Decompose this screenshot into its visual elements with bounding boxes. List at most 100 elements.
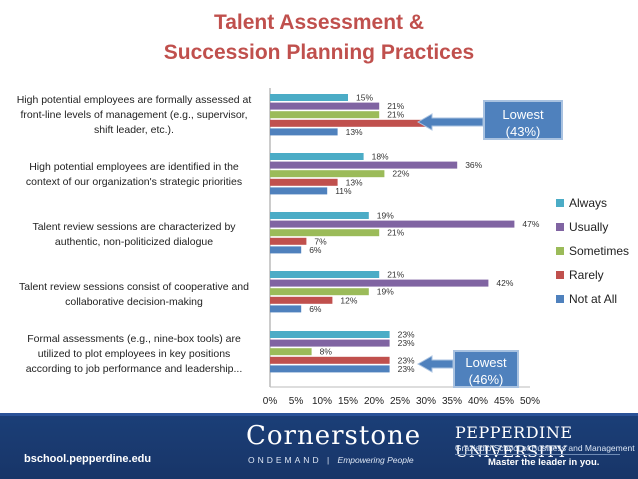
pepperdine-tagline: Master the leader in you. [488,457,600,468]
legend-swatch-rarely [556,271,564,279]
bar [270,187,328,195]
bar [270,279,489,287]
legend-item-sometimes: Sometimes [556,239,629,263]
category-label: Formal assessments (e.g., nine-box tools… [4,332,264,377]
legend-item-not-at-all: Not at All [556,287,629,311]
bar [270,356,390,364]
legend-label-sometimes: Sometimes [569,244,630,258]
bar [270,153,364,160]
bar-value-label: 6% [309,304,322,314]
category-label: Talent review sessions are characterized… [4,220,264,250]
bar [270,296,333,304]
bar [270,365,390,373]
category-label-line: according to job performance and leaders… [25,363,243,375]
bar [270,348,312,356]
callout-top-line1: Lowest [502,107,544,122]
callout-lowest-bottom: Lowest (46%) [453,350,519,388]
bar-value-label: 23% [398,364,415,374]
bar-value-label: 21% [387,270,404,280]
x-tick-label: 50% [520,396,540,407]
x-tick-label: 35% [442,396,462,407]
x-tick-label: 0% [263,396,278,407]
bar [270,305,302,313]
legend-swatch-always [556,199,564,207]
category-label: High potential employees are formally as… [4,93,264,138]
x-tick-label: 15% [338,396,358,407]
bar [270,237,307,245]
legend-label-always: Always [569,196,608,210]
category-label-line: Talent review sessions are characterized… [32,221,236,233]
bar-value-label: 13% [346,177,363,187]
category-label-line: context of our organization's strategic … [25,176,243,188]
cornerstone-logo: Cornerstone [246,421,422,451]
bar [270,128,338,136]
category-label-line: Formal assessments (e.g., nine-box tools… [27,333,241,345]
category-label: Talent review sessions consist of cooper… [4,280,264,310]
bar-value-label: 21% [387,110,404,120]
pepperdine-school: Graziadio School of Business and Managem… [455,443,635,453]
pepperdine-logo: PEPPERDINE UNIVERSITY [455,423,573,461]
bar-value-label: 7% [314,236,327,246]
x-tick-label: 5% [289,396,304,407]
bar-value-label: 23% [398,338,415,348]
callout-lowest-top: Lowest (43%) [483,100,563,140]
footer-website-link[interactable]: bschool.pepperdine.edu [24,453,152,465]
callout-bottom-line1: Lowest [465,355,507,370]
bar [270,331,390,338]
legend-swatch-usually [556,223,564,231]
legend-item-usually: Usually [556,215,629,239]
bar [270,111,380,119]
footer-divider [0,413,638,416]
pepperdine-divider [455,454,620,455]
bar-value-label: 15% [356,93,373,103]
bar-value-label: 22% [392,169,409,179]
bar-value-label: 23% [398,355,415,365]
x-tick-label: 40% [468,396,488,407]
bar-value-label: 12% [340,295,357,305]
x-tick-label: 10% [312,396,332,407]
category-label-line: shift leader, etc.). [94,124,174,136]
bar [270,102,380,110]
bar [270,288,369,296]
callout-arrow-bottom [416,355,454,373]
footer-banner: bschool.pepperdine.edu Cornerstone ONDEM… [0,413,638,479]
bar [270,161,458,169]
bar-value-label: 19% [377,287,394,297]
cornerstone-ondemand: ONDEMAND [248,455,322,465]
legend-item-always: Always [556,191,629,215]
bar-value-label: 23% [398,330,415,340]
category-label: High potential employees are identified … [4,160,264,190]
bar [270,170,385,178]
legend-label-usually: Usually [569,220,609,234]
callout-bottom-line2: (46%) [468,372,504,387]
bar [270,212,369,219]
bar [270,229,380,237]
category-label-line: High potential employees are identified … [29,161,239,173]
callout-top-line2: (43%) [505,124,541,139]
bar-value-label: 21% [387,101,404,111]
category-label-line: front-line levels of management (e.g., s… [20,109,248,121]
category-label-line: Talent review sessions consist of cooper… [19,281,249,293]
bar [270,220,515,228]
chart-title-line1: Talent Assessment & [213,11,425,34]
bar-value-label: 47% [522,219,539,229]
bar [270,246,302,254]
legend-label-rarely: Rarely [569,268,604,282]
x-tick-label: 25% [390,396,410,407]
bar-value-label: 21% [387,228,404,238]
x-tick-label: 45% [494,396,514,407]
bar-value-label: 8% [320,347,333,357]
bar-value-label: 42% [496,278,513,288]
bar-value-label: 6% [309,245,322,255]
category-label-line: High potential employees are formally as… [16,94,252,106]
category-label-line: collaborative decision-making [65,296,203,308]
bar-value-label: 13% [346,127,363,137]
legend-swatch-sometimes [556,247,564,255]
chart-title-line2: Succession Planning Practices [163,41,475,64]
cornerstone-subtitle: ONDEMAND | Empowering People [248,455,414,465]
bar [270,94,348,101]
category-label-line: utilized to plot employees in key positi… [37,348,231,360]
bar-value-label: 11% [335,186,352,196]
x-tick-label: 30% [416,396,436,407]
